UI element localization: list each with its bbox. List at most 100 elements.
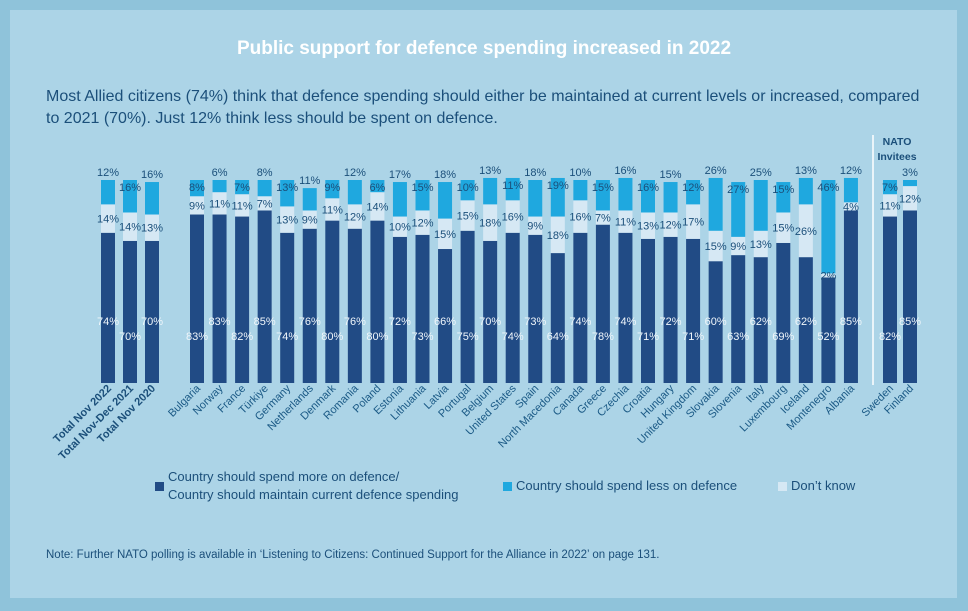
bar-less <box>663 182 678 213</box>
legend-dont-know: Don’t know <box>791 478 856 493</box>
label-dont-know: 2% <box>820 270 836 282</box>
bar-dont-know <box>528 216 543 235</box>
bar-less <box>235 180 250 195</box>
bar-dont-know <box>753 230 768 258</box>
label-dont-know: 9% <box>302 215 318 227</box>
label-less: 13% <box>276 182 298 194</box>
bar-dont-know <box>123 212 137 241</box>
label-more: 73% <box>411 331 433 343</box>
bar-less <box>325 180 340 199</box>
chart-subtitle: Most Allied citizens (74%) think that de… <box>46 88 920 127</box>
bar-dont-know <box>392 216 407 237</box>
label-dont-know: 16% <box>569 212 591 224</box>
label-less: 11% <box>502 180 523 192</box>
bar-dont-know <box>235 194 250 217</box>
bar-more <box>883 216 897 383</box>
label-less: 27% <box>727 184 749 196</box>
label-dont-know: 12% <box>899 193 921 205</box>
label-less: 16% <box>141 169 163 181</box>
label-less: 15% <box>660 169 682 181</box>
label-more: 73% <box>524 316 546 328</box>
bar-less <box>903 180 917 187</box>
label-more: 83% <box>186 331 208 343</box>
label-less: 10% <box>457 182 479 194</box>
bar-more <box>460 230 475 383</box>
legend-swatch-dont-know <box>778 482 787 491</box>
label-less: 12% <box>840 165 862 177</box>
bar-dont-know <box>573 200 588 233</box>
label-dont-know: 14% <box>97 214 119 226</box>
bar-less <box>123 180 137 213</box>
label-more: 71% <box>637 331 659 343</box>
bar-more <box>776 242 791 383</box>
label-more: 74% <box>502 331 524 343</box>
label-dont-know: 13% <box>750 239 772 251</box>
bar-dont-know <box>415 210 430 235</box>
bar-dont-know <box>347 204 362 229</box>
label-less: 7% <box>234 182 250 194</box>
label-dont-know: 11% <box>615 217 636 229</box>
label-more: 74% <box>614 316 636 328</box>
bar-dont-know <box>190 196 204 215</box>
label-less: 8% <box>257 167 273 179</box>
label-dont-know: 9% <box>527 221 543 233</box>
bar-dont-know <box>483 204 498 241</box>
bar-less <box>595 180 610 211</box>
bar-more <box>753 257 768 383</box>
label-less: 16% <box>119 182 141 194</box>
label-less: 46% <box>817 182 839 194</box>
label-more: 74% <box>97 316 119 328</box>
label-less: 12% <box>97 167 119 179</box>
legend-more-line2: Country should maintain current defence … <box>168 487 459 502</box>
label-dont-know: 11% <box>322 204 343 216</box>
bar-more <box>731 255 746 383</box>
label-dont-know: 12% <box>660 220 682 232</box>
label-more: 75% <box>457 331 479 343</box>
bar-more <box>145 240 159 383</box>
label-less: 25% <box>750 167 772 179</box>
chart-title: Public support for defence spending incr… <box>236 38 732 59</box>
label-more: 72% <box>389 316 411 328</box>
bar-less <box>370 180 385 193</box>
bar-more <box>483 240 498 383</box>
bar-more <box>101 232 115 383</box>
bar-more <box>663 236 678 383</box>
bar-more <box>798 257 813 383</box>
bar-more <box>257 210 272 383</box>
bar-less <box>753 180 768 231</box>
label-less: 6% <box>212 167 228 179</box>
bar-more <box>686 238 701 383</box>
label-more: 66% <box>434 316 456 328</box>
legend-more-line1: Country should spend more on defence/ <box>168 469 400 484</box>
label-more: 62% <box>750 316 772 328</box>
bar-dont-know <box>257 196 272 211</box>
footnote: Note: Further NATO polling is available … <box>46 549 660 561</box>
bar-more <box>280 232 295 383</box>
bar-more <box>415 234 430 383</box>
label-less: 16% <box>637 182 659 194</box>
label-more: 62% <box>795 316 817 328</box>
label-more: 70% <box>141 316 163 328</box>
legend-swatch-less <box>503 482 512 491</box>
label-dont-know: 17% <box>682 217 704 229</box>
label-more: 80% <box>366 331 388 343</box>
bar-dont-know <box>370 192 385 221</box>
bar-less <box>686 180 701 205</box>
bar-more <box>392 236 407 383</box>
bar-dont-know <box>325 198 340 221</box>
bar-less <box>708 177 723 231</box>
bar-more <box>370 220 385 383</box>
label-less: 16% <box>614 165 636 177</box>
label-dont-know: 12% <box>411 218 433 230</box>
label-dont-know: 4% <box>843 201 859 213</box>
bar-more <box>438 249 453 383</box>
label-less: 6% <box>369 182 385 194</box>
bar-less <box>212 180 227 193</box>
bar-dont-know <box>101 204 115 233</box>
bar-less <box>641 180 655 213</box>
label-dont-know: 10% <box>389 222 411 234</box>
bar-less <box>776 182 791 213</box>
bar-dont-know <box>641 212 655 239</box>
label-less: 3% <box>902 167 918 179</box>
label-dont-know: 11% <box>209 198 230 210</box>
